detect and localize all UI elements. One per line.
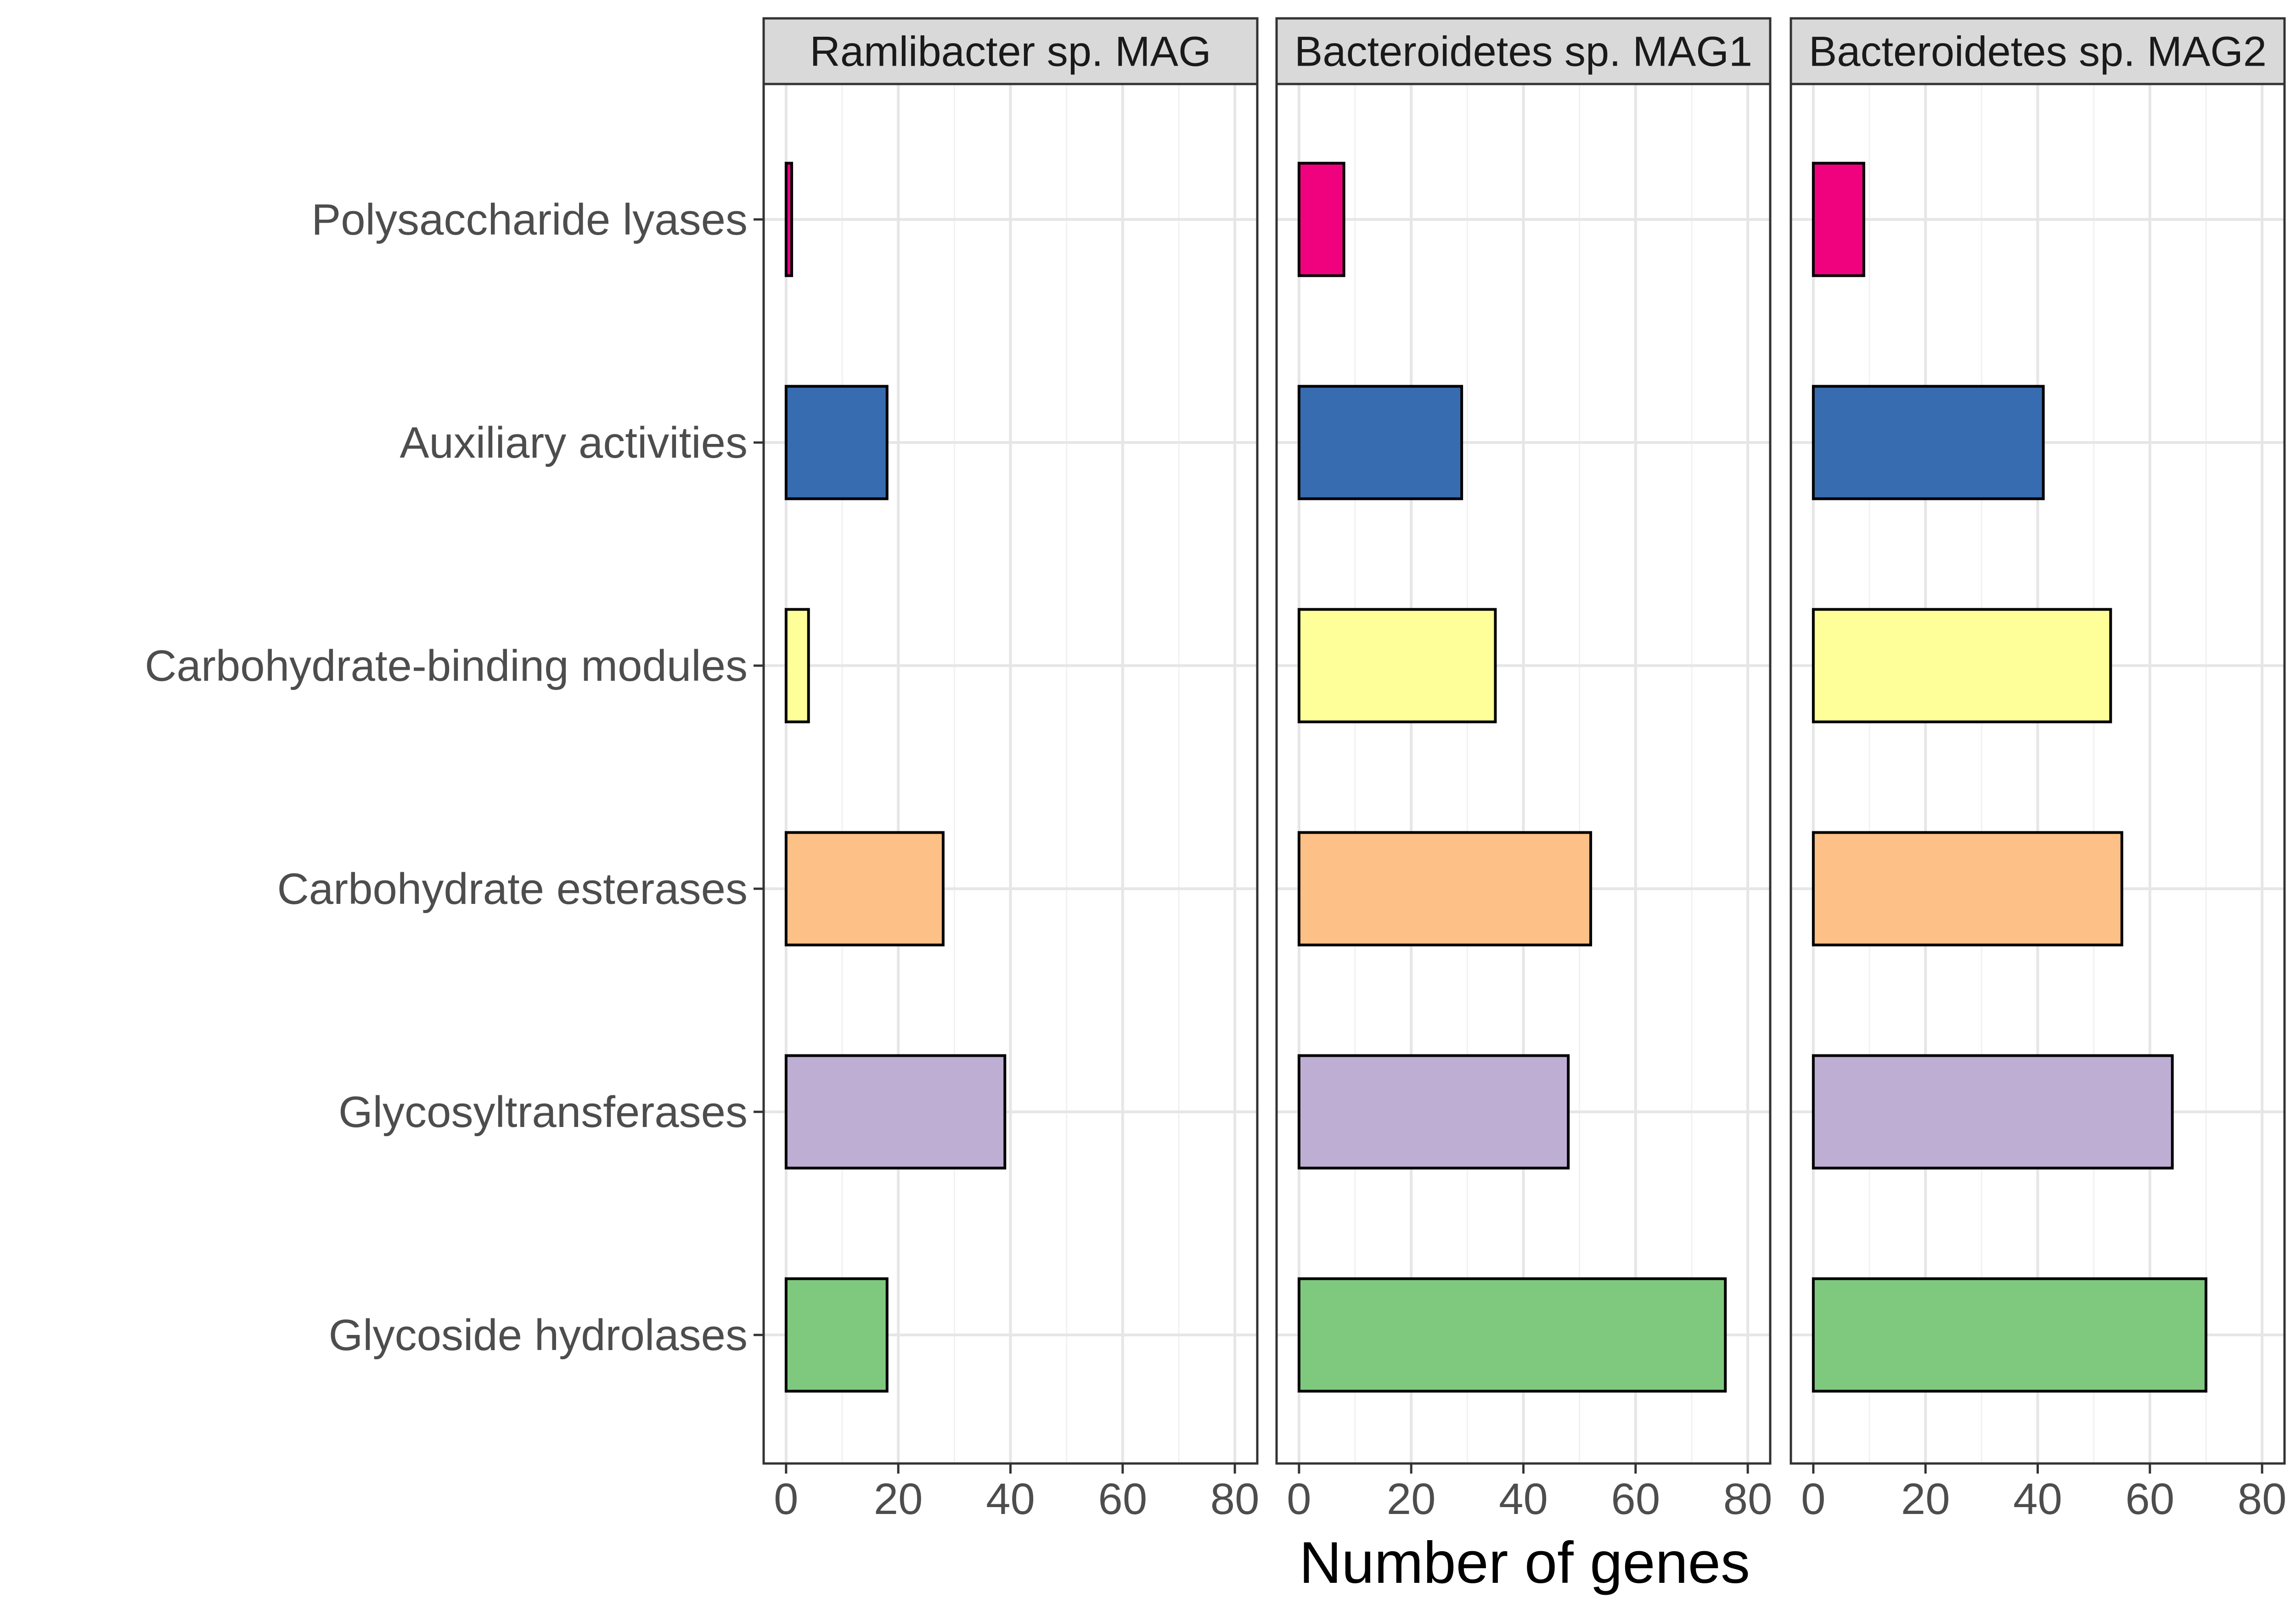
x-tick-label: 20 [1387, 1474, 1436, 1524]
bar [1297, 1054, 1570, 1170]
category-label: Polysaccharide lyases [311, 195, 748, 244]
bar [1812, 1277, 2207, 1393]
category-label: Glycoside hydrolases [329, 1311, 748, 1360]
x-tick-label: 0 [1801, 1474, 1825, 1524]
x-tick-label: 40 [1499, 1474, 1548, 1524]
x-tick-label: 80 [1723, 1474, 1773, 1524]
facet-panel: Bacteroidetes sp. MAG2 0 20 40 60 80 [1790, 17, 2287, 1524]
facet-title: Bacteroidetes sp. MAG1 [1294, 28, 1752, 75]
facet-strip [1275, 17, 1772, 85]
bar [784, 162, 793, 277]
facet-panel: Ramlibacter sp. MAG 0 20 40 60 80 [762, 17, 1260, 1524]
x-tick-label: 80 [2238, 1474, 2287, 1524]
x-tick-label: 60 [1611, 1474, 1660, 1524]
x-tick-label: 40 [2013, 1474, 2062, 1524]
x-tick-label: 0 [774, 1474, 798, 1524]
bar [1297, 162, 1345, 277]
bar [1812, 385, 2045, 500]
bar [1812, 162, 1865, 277]
facet-title: Ramlibacter sp. MAG [810, 28, 1211, 75]
facet-strip [762, 17, 1259, 85]
x-tick-label: 60 [1098, 1474, 1147, 1524]
bar [1297, 385, 1463, 500]
category-label: Glycosyltransferases [338, 1088, 748, 1137]
category-label: Carbohydrate-binding modules [145, 641, 748, 690]
bar [1297, 608, 1497, 723]
bar [1812, 608, 2112, 723]
bar [1297, 831, 1593, 947]
category-label: Carbohydrate esterases [277, 864, 748, 914]
bar [784, 385, 889, 500]
x-tick-label: 40 [986, 1474, 1035, 1524]
bar [784, 1277, 889, 1393]
x-tick-label: 60 [2125, 1474, 2174, 1524]
bar [1812, 831, 2123, 947]
facet-title: Bacteroidetes sp. MAG2 [1809, 28, 2267, 75]
facet-strip [1790, 17, 2286, 85]
bar [784, 1054, 1007, 1170]
facet-panel: Bacteroidetes sp. MAG1 0 20 40 60 80 [1275, 17, 1773, 1524]
x-tick-label: 20 [1901, 1474, 1950, 1524]
bar [784, 831, 945, 947]
bar [784, 608, 810, 723]
x-tick-label: 20 [874, 1474, 923, 1524]
bar [1297, 1277, 1727, 1393]
category-label: Auxiliary activities [400, 418, 748, 467]
x-tick-label: 80 [1210, 1474, 1260, 1524]
bar [1812, 1054, 2174, 1170]
x-tick-label: 0 [1287, 1474, 1311, 1524]
x-axis-title: Number of genes [1299, 1530, 1750, 1596]
